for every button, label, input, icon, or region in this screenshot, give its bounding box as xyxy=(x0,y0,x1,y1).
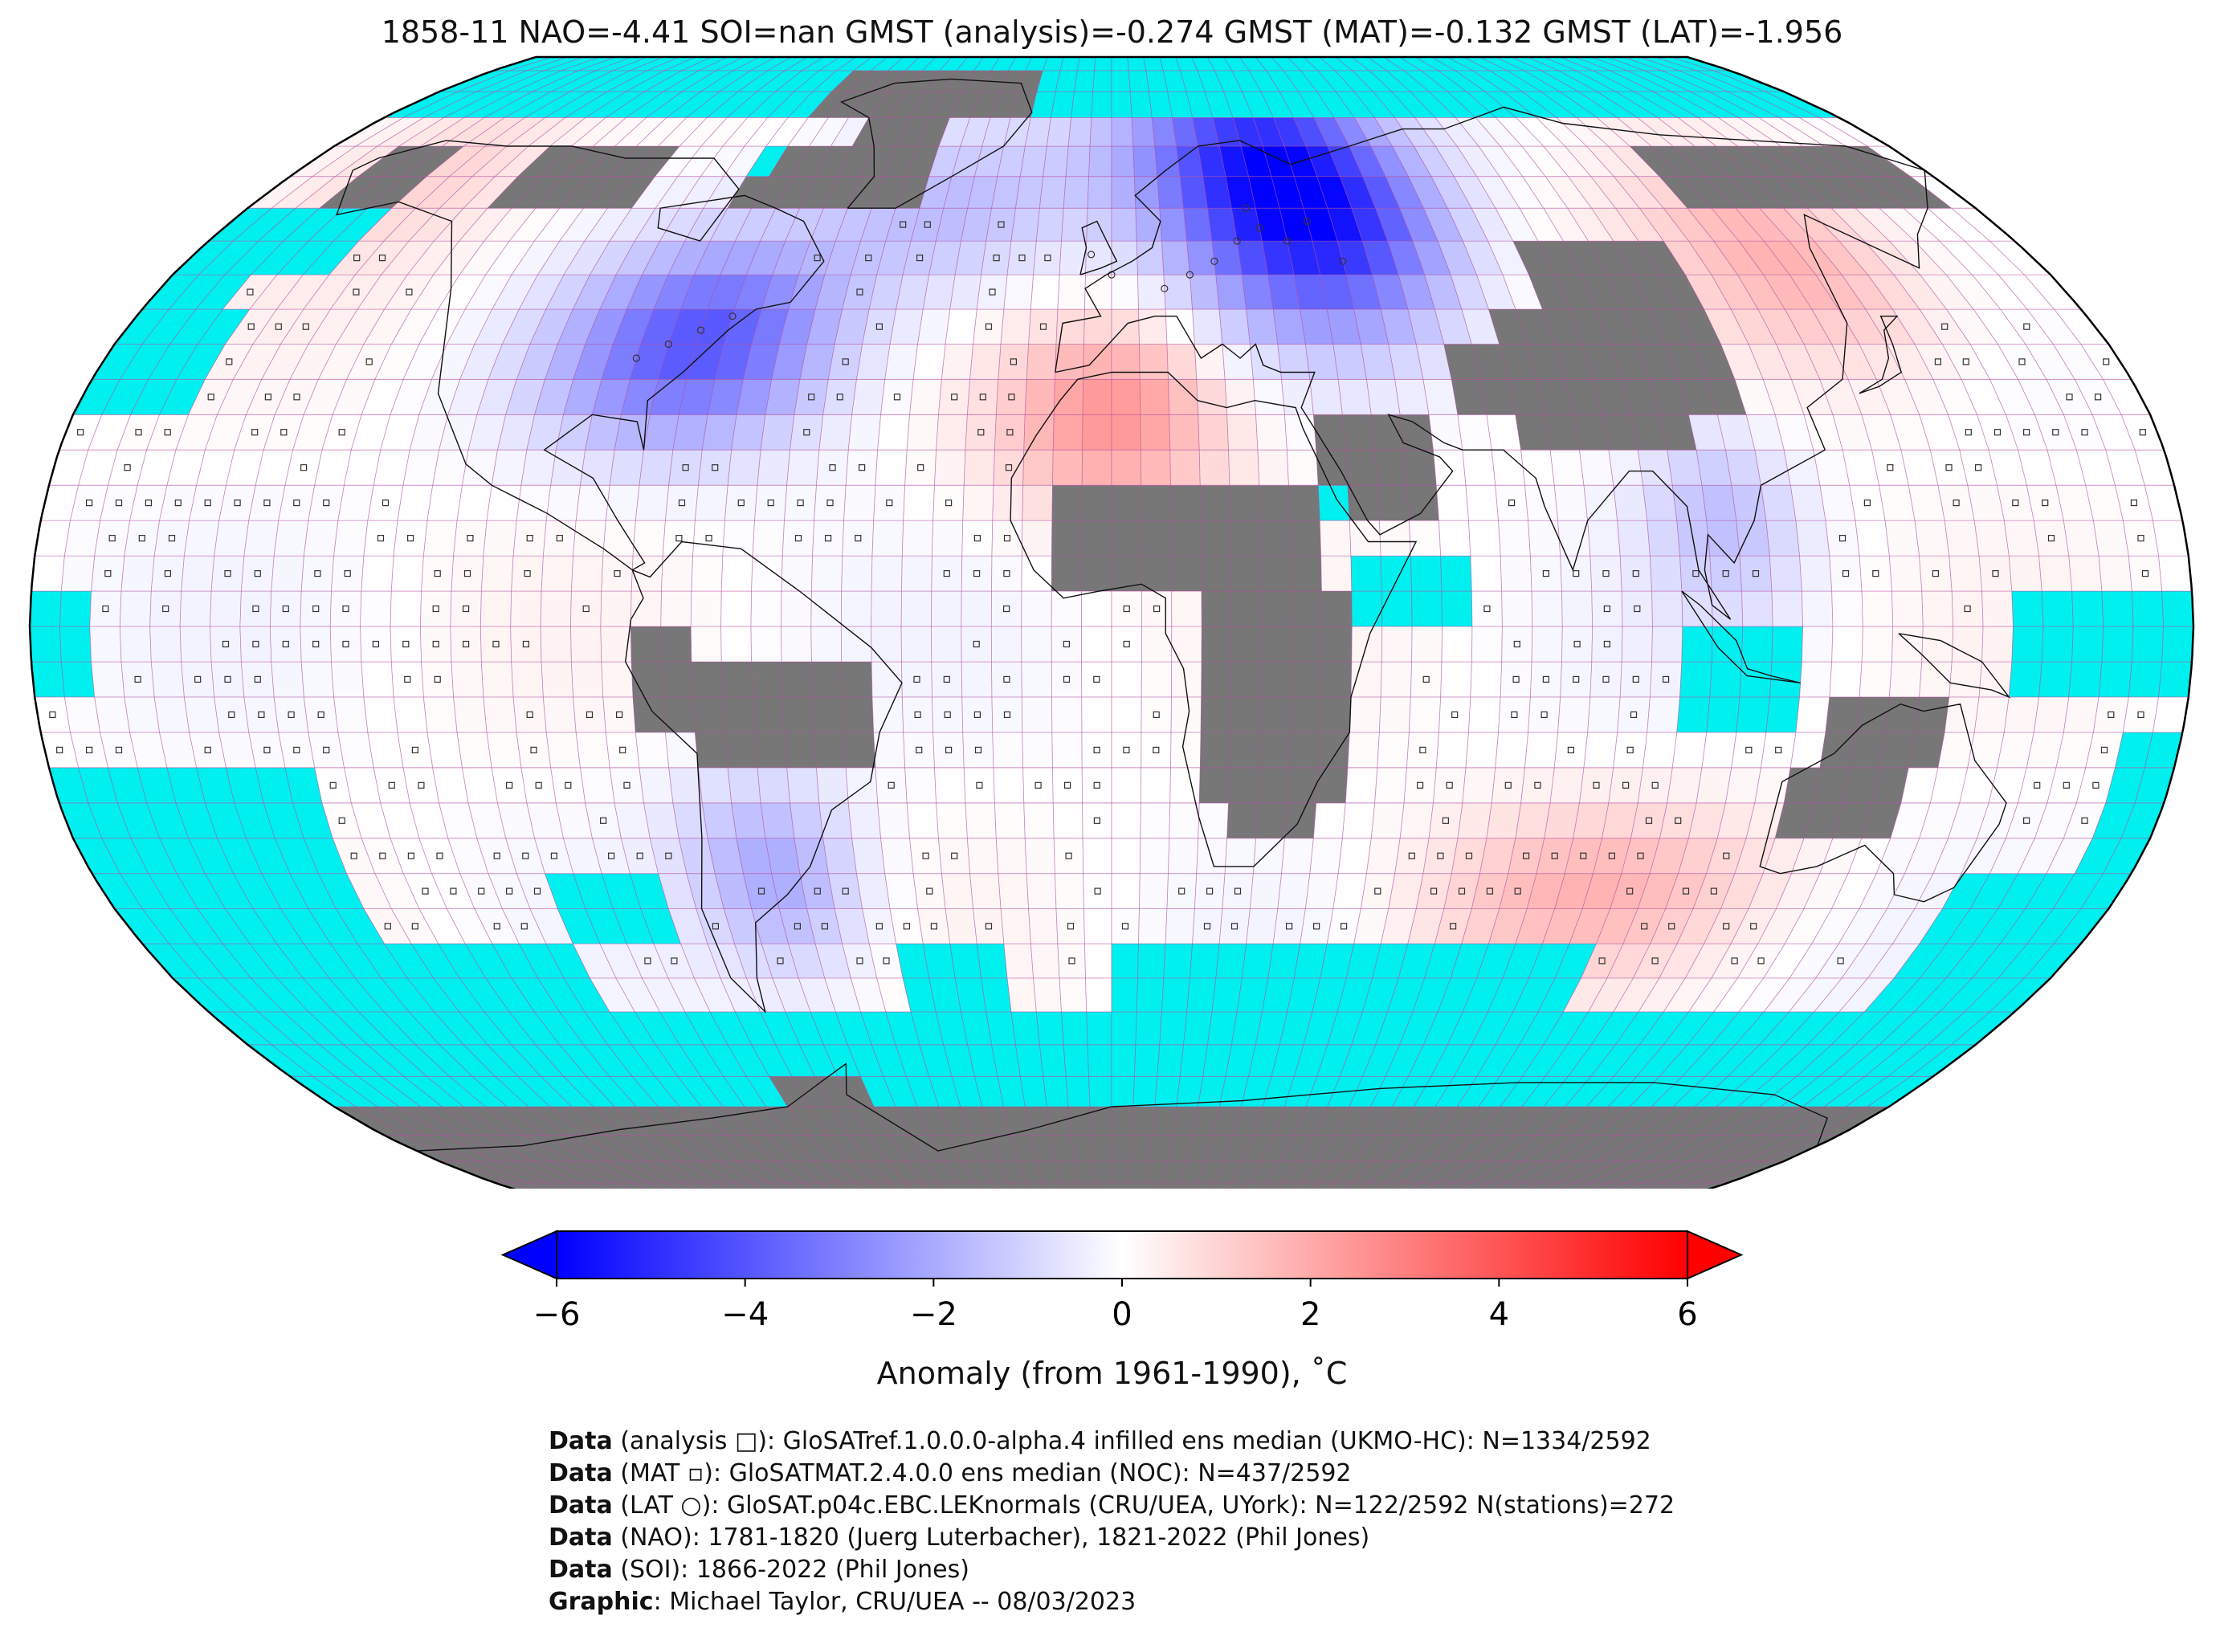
note-line: Data (MAT ▫): GloSATMAT.2.4.0.0 ens medi… xyxy=(549,1458,1675,1490)
colorbar-tick-label: 0 xyxy=(1112,1296,1132,1333)
note-label: Data xyxy=(549,1524,613,1552)
note-label: Data xyxy=(549,1427,613,1455)
colorbar-tick-label: −4 xyxy=(721,1296,769,1333)
note-text: : Michael Taylor, CRU/UEA -- 08/03/2023 xyxy=(653,1588,1136,1616)
note-label: Data xyxy=(549,1491,613,1519)
colorbar-tick-label: 6 xyxy=(1677,1296,1697,1333)
colorbar-tick-label: 2 xyxy=(1300,1296,1320,1333)
note-line: Data (analysis □): GloSATref.1.0.0.0-alp… xyxy=(549,1426,1675,1458)
figure-title: 1858-11 NAO=-4.41 SOI=nan GMST (analysis… xyxy=(381,14,1843,50)
colorbar-extend-high xyxy=(1687,1230,1744,1280)
note-line: Graphic: Michael Taylor, CRU/UEA -- 08/0… xyxy=(549,1586,1675,1618)
data-notes: Data (analysis □): GloSATref.1.0.0.0-alp… xyxy=(549,1426,1675,1618)
note-line: Data (LAT ○): GloSAT.p04c.EBC.LEKnormals… xyxy=(549,1490,1675,1522)
note-text: (NAO): 1781-1820 (Juerg Luterbacher), 18… xyxy=(612,1524,1370,1552)
anomaly-map xyxy=(28,55,2195,1189)
note-text: (SOI): 1866-2022 (Phil Jones) xyxy=(612,1556,969,1584)
note-text: (analysis □): GloSATref.1.0.0.0-alpha.4 … xyxy=(612,1427,1651,1455)
note-text: (LAT ○): GloSAT.p04c.EBC.LEKnormals (CRU… xyxy=(612,1491,1675,1519)
colorbar-tick-label: 4 xyxy=(1489,1296,1509,1333)
note-line: Data (NAO): 1781-1820 (Juerg Luterbacher… xyxy=(549,1522,1675,1554)
colorbar: −6 −4 −2 0 2 4 6 xyxy=(500,1230,1744,1333)
colorbar-tick-label: −6 xyxy=(533,1296,581,1333)
note-label: Graphic xyxy=(549,1588,654,1616)
note-text: (MAT ▫): GloSATMAT.2.4.0.0 ens median (N… xyxy=(612,1459,1352,1487)
colorbar-tick-label: −2 xyxy=(910,1296,957,1333)
colorbar-extend-low xyxy=(500,1230,557,1280)
note-label: Data xyxy=(549,1556,613,1584)
colorbar-label: Anomaly (from 1961-1990), ˚C xyxy=(876,1356,1348,1391)
note-label: Data xyxy=(549,1459,613,1487)
colorbar-gradient xyxy=(556,1230,1688,1279)
note-line: Data (SOI): 1866-2022 (Phil Jones) xyxy=(549,1554,1675,1586)
